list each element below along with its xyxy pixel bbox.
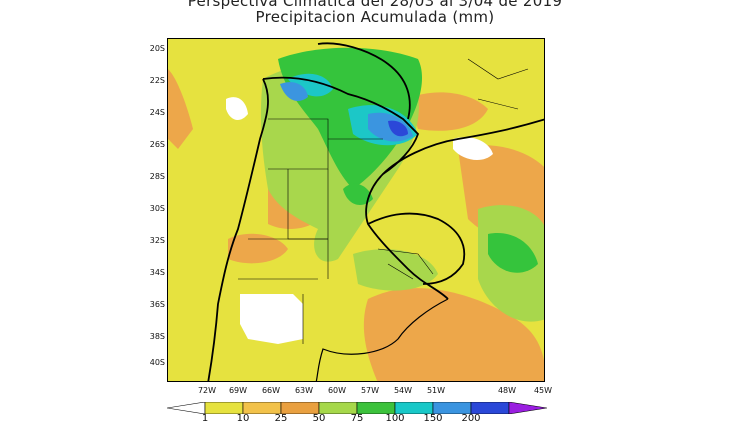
lon-label: 60W bbox=[327, 386, 347, 395]
province-borders bbox=[238, 58, 529, 344]
coastline bbox=[315, 298, 449, 381]
lat-label: 34S bbox=[149, 268, 165, 277]
colorbar-label: 200 bbox=[461, 413, 481, 424]
map-subtitle: Precipitacion Acumulada (mm) bbox=[255, 8, 495, 26]
colorbar-label: 50 bbox=[312, 413, 326, 424]
lat-label: 24S bbox=[149, 108, 165, 117]
blue-precip-areas bbox=[388, 120, 408, 137]
lon-label: 66W bbox=[261, 386, 281, 395]
lat-label: 20S bbox=[149, 44, 165, 53]
lat-label: 36S bbox=[149, 300, 165, 309]
lon-label: 45W bbox=[533, 386, 553, 395]
lat-label: 38S bbox=[149, 332, 165, 341]
country-borders bbox=[207, 42, 544, 381]
map-canvas bbox=[168, 39, 544, 381]
colorbar-label: 75 bbox=[350, 413, 364, 424]
lat-label: 32S bbox=[149, 236, 165, 245]
colorbar-label: 1 bbox=[201, 413, 209, 424]
lon-label: 63W bbox=[294, 386, 314, 395]
map-title: Perspectiva Climatica del 28/03 al 3/04 … bbox=[187, 0, 563, 10]
colorbar-label: 100 bbox=[385, 413, 405, 424]
lat-label: 28S bbox=[149, 172, 165, 181]
lon-label: 57W bbox=[360, 386, 380, 395]
white-no-precip-areas bbox=[226, 97, 493, 344]
lat-label: 22S bbox=[149, 76, 165, 85]
lat-label: 26S bbox=[149, 140, 165, 149]
lon-label: 69W bbox=[228, 386, 248, 395]
colorbar-label: 150 bbox=[423, 413, 443, 424]
lon-label: 54W bbox=[393, 386, 413, 395]
lat-label: 40S bbox=[149, 358, 165, 367]
precipitation-map bbox=[167, 38, 545, 382]
colorbar bbox=[167, 402, 547, 414]
lat-label: 30S bbox=[149, 204, 165, 213]
colorbar-segment bbox=[508, 402, 547, 414]
lon-label: 48W bbox=[497, 386, 517, 395]
colorbar-label: 25 bbox=[274, 413, 288, 424]
lon-label: 51W bbox=[426, 386, 446, 395]
lon-label: 72W bbox=[197, 386, 217, 395]
colorbar-label: 10 bbox=[236, 413, 250, 424]
